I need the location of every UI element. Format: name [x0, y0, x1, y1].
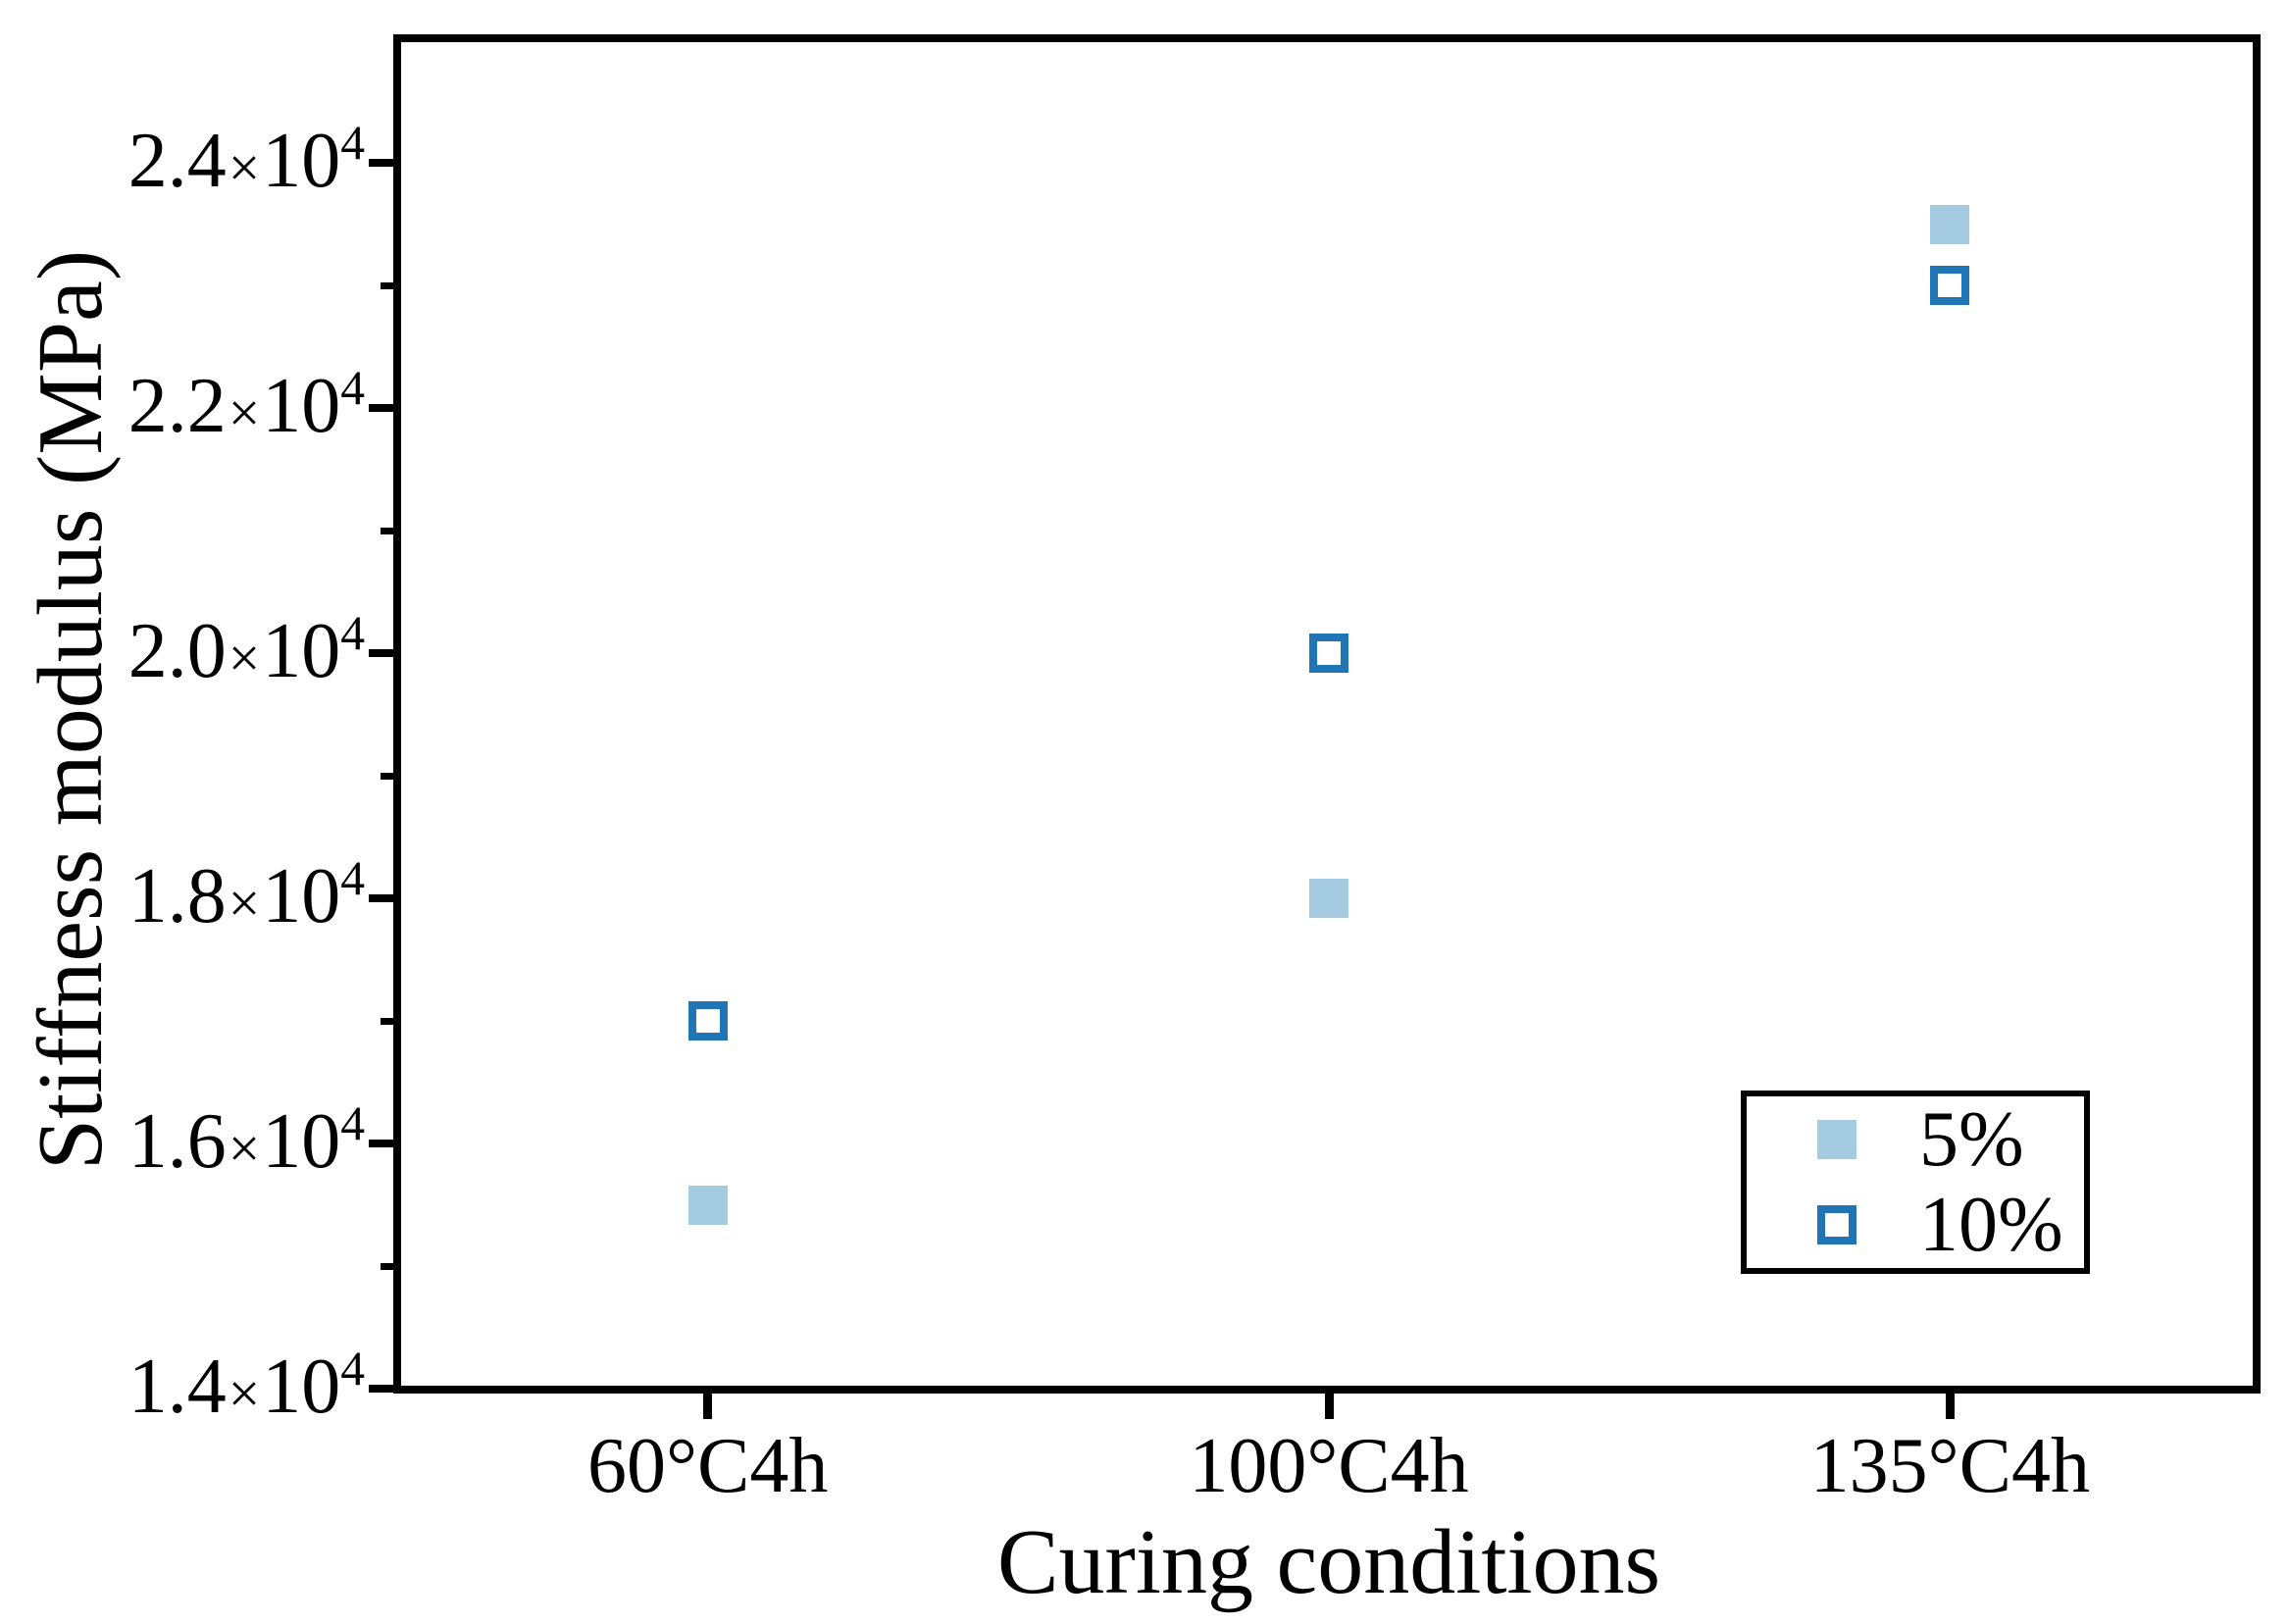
legend-entry-10pct: 10% [1817, 1186, 2084, 1264]
plot-area-frame [393, 34, 2261, 1394]
y-tick-label: 2.2×104 [127, 361, 365, 449]
filled-square-icon [1817, 1119, 1857, 1159]
y-major-tick [369, 159, 393, 167]
legend: 5% 10% [1741, 1091, 2090, 1274]
x-axis-title: Curing conditions [996, 1511, 1661, 1613]
y-major-tick [369, 1140, 393, 1147]
legend-label-10pct: 10% [1919, 1182, 2063, 1269]
y-minor-tick [381, 281, 393, 289]
y-minor-tick [381, 1262, 393, 1270]
y-minor-tick [381, 527, 393, 534]
y-tick-label: 2.0×104 [127, 606, 365, 694]
data-point-10pct-100C4h [1309, 634, 1348, 673]
x-major-tick [1945, 1394, 1955, 1419]
x-tick-label: 60°C4h [586, 1423, 829, 1509]
legend-entry-5pct: 5% [1817, 1100, 2084, 1179]
y-minor-tick [381, 772, 393, 780]
y-tick-label: 2.4×104 [127, 116, 365, 204]
y-major-tick [369, 649, 393, 657]
y-tick-label: 1.4×104 [127, 1342, 365, 1430]
x-major-tick [703, 1394, 713, 1419]
data-point-5pct-60C4h [687, 1185, 728, 1225]
data-point-5pct-135C4h [1930, 204, 1970, 244]
x-tick-label: 100°C4h [1189, 1423, 1469, 1509]
y-minor-tick [381, 1017, 393, 1025]
y-major-tick [369, 894, 393, 902]
y-tick-label: 1.8×104 [127, 851, 365, 939]
data-point-10pct-60C4h [687, 1001, 728, 1040]
y-major-tick [369, 404, 393, 412]
legend-label-5pct: 5% [1919, 1095, 2024, 1183]
x-tick-label: 135°C4h [1809, 1423, 2090, 1509]
y-major-tick [369, 1385, 393, 1393]
open-square-icon [1817, 1205, 1857, 1245]
data-point-10pct-135C4h [1930, 266, 1970, 305]
y-axis-title: Stiffness modulus (MPa) [20, 249, 122, 1171]
x-major-tick [1324, 1394, 1334, 1419]
data-point-5pct-100C4h [1309, 879, 1348, 918]
y-tick-label: 1.6×104 [127, 1096, 365, 1185]
